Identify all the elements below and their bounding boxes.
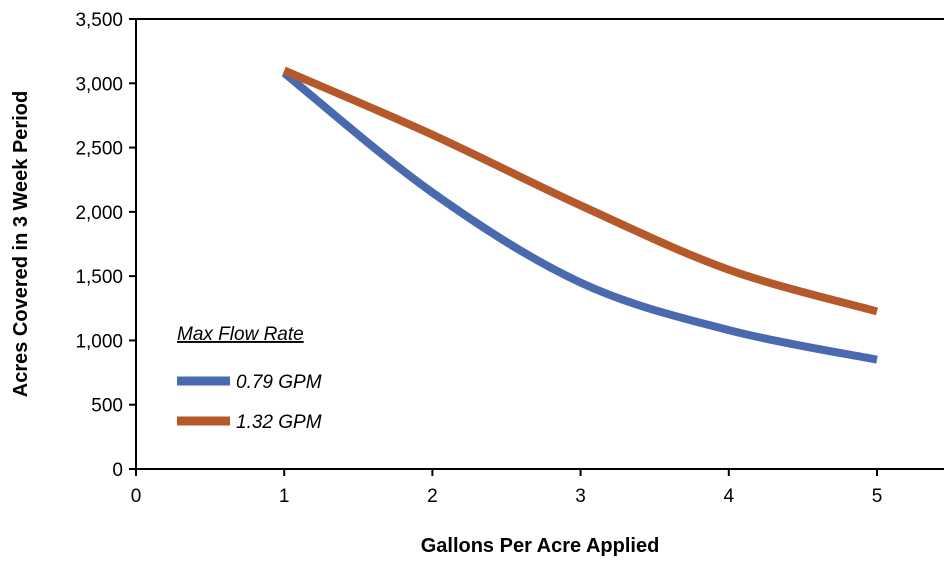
- y-tick-label: 0: [112, 460, 123, 481]
- y-tick-label: 3,500: [75, 10, 123, 31]
- plot-area: [135, 18, 944, 470]
- x-tick-label: 1: [279, 486, 290, 507]
- x-tick-label: 2: [427, 486, 438, 507]
- legend-title: Max Flow Rate: [177, 324, 304, 345]
- y-tick-label: 1,000: [75, 331, 123, 352]
- legend-label-0-79-gpm: 0.79 GPM: [236, 372, 322, 393]
- y-axis-ticks: 0 500 1,000 1,500 2,000 2,500 3,000 3,500: [75, 10, 136, 481]
- series-lines: [281, 66, 879, 364]
- series-line-1-32-gpm: [282, 66, 879, 316]
- y-tick-label: 1,500: [75, 267, 123, 288]
- series-line-0-79-gpm: [281, 69, 878, 364]
- x-tick-label: 3: [575, 486, 586, 507]
- x-axis-title: Gallons Per Acre Applied: [421, 535, 660, 557]
- y-tick-label: 3,000: [75, 74, 123, 95]
- legend: Max Flow Rate 0.79 GPM 1.32 GPM: [177, 324, 322, 433]
- y-tick-label: 500: [91, 396, 123, 417]
- y-axis-title: Acres Covered in 3 Week Period: [10, 91, 32, 397]
- x-tick-label: 4: [724, 486, 735, 507]
- y-tick-label: 2,000: [75, 203, 123, 224]
- x-axis-ticks: 0 1 2 3 4 5: [131, 469, 883, 507]
- x-tick-label: 0: [131, 486, 142, 507]
- x-tick-label: 5: [872, 486, 883, 507]
- y-tick-label: 2,500: [75, 139, 123, 160]
- legend-label-1-32-gpm: 1.32 GPM: [236, 412, 322, 433]
